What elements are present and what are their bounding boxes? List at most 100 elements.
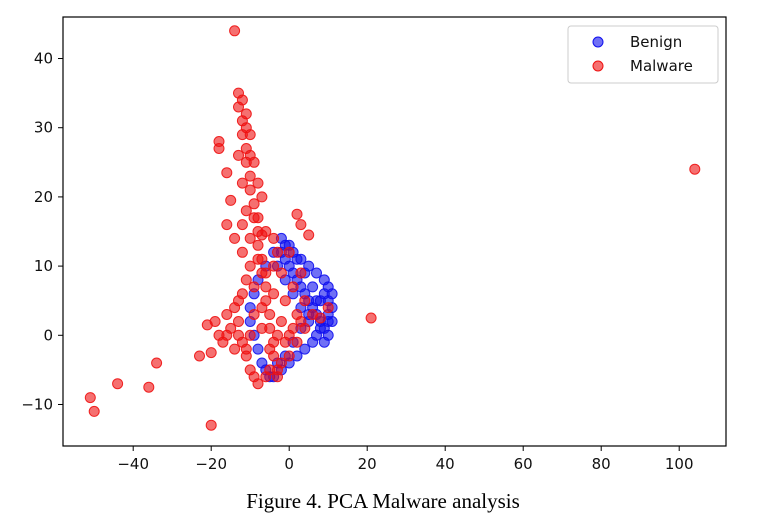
y-tick-label-3: 20 xyxy=(34,188,53,206)
point-malware-42 xyxy=(260,281,272,293)
point-malware-74 xyxy=(279,295,291,307)
y-tick-label-5: 40 xyxy=(34,50,53,68)
point-malware-55 xyxy=(221,309,233,320)
point-malware-94 xyxy=(244,329,256,341)
point-malware-109 xyxy=(240,205,252,217)
point-malware-19 xyxy=(221,219,233,231)
point-malware-7 xyxy=(151,357,163,369)
point-malware-34 xyxy=(244,170,256,182)
legend-label-benign: Benign xyxy=(630,33,682,51)
point-malware-27 xyxy=(283,246,295,258)
point-benign-44 xyxy=(299,343,311,355)
point-malware-92 xyxy=(299,295,311,307)
point-malware-66 xyxy=(264,364,276,376)
point-malware-9 xyxy=(194,350,205,362)
point-benign-54 xyxy=(311,295,322,307)
point-malware-5 xyxy=(112,378,124,390)
point-malware-0 xyxy=(229,25,241,37)
point-malware-54 xyxy=(229,302,241,314)
point-benign-37 xyxy=(252,343,264,355)
point-malware-99 xyxy=(279,336,291,348)
point-malware-15 xyxy=(225,194,237,206)
point-malware-112 xyxy=(240,122,252,134)
point-benign-60 xyxy=(303,260,315,272)
point-malware-8 xyxy=(205,419,217,431)
point-malware-104 xyxy=(217,336,229,348)
point-malware-16 xyxy=(236,219,248,231)
point-malware-3 xyxy=(84,392,96,404)
point-malware-96 xyxy=(256,322,268,334)
point-malware-24 xyxy=(291,208,303,220)
point-malware-37 xyxy=(248,212,260,224)
point-malware-68 xyxy=(283,350,295,362)
legend-marker-malware xyxy=(592,60,604,72)
point-malware-89 xyxy=(275,316,287,327)
point-malware-88 xyxy=(268,288,280,300)
legend-box xyxy=(567,25,719,84)
point-benign-25 xyxy=(307,281,319,293)
x-tick-label-3: 20 xyxy=(358,455,377,473)
point-benign-45 xyxy=(307,336,319,348)
point-malware-13 xyxy=(213,143,225,154)
y-tick-label-0: −10 xyxy=(21,395,53,413)
point-malware-36 xyxy=(248,198,260,210)
point-malware-73 xyxy=(322,302,334,314)
point-malware-87 xyxy=(260,267,272,279)
plot-area xyxy=(63,17,726,446)
point-malware-39 xyxy=(252,239,264,251)
point-malware-78 xyxy=(268,260,280,272)
point-malware-25 xyxy=(295,219,307,231)
point-malware-1 xyxy=(689,163,701,175)
legend-label-malware: Malware xyxy=(630,57,693,75)
point-malware-14 xyxy=(221,167,233,179)
point-benign-59 xyxy=(311,267,322,279)
point-malware-44 xyxy=(264,309,276,320)
y-tick-label-4: 30 xyxy=(34,119,53,137)
point-benign-61 xyxy=(295,253,307,265)
point-malware-51 xyxy=(240,274,252,286)
x-tick-label-6: 80 xyxy=(592,455,611,473)
point-malware-97 xyxy=(264,343,276,355)
point-malware-106 xyxy=(256,302,268,314)
plot-frame xyxy=(62,16,727,447)
point-malware-76 xyxy=(295,267,307,279)
y-tick-label-2: 10 xyxy=(34,257,53,275)
point-malware-75 xyxy=(287,281,299,293)
point-malware-64 xyxy=(252,378,264,390)
point-malware-102 xyxy=(233,316,244,327)
x-tick-label-5: 60 xyxy=(514,455,533,473)
point-malware-69 xyxy=(291,336,303,348)
point-malware-107 xyxy=(248,281,260,293)
point-malware-98 xyxy=(272,329,283,341)
point-malware-82 xyxy=(256,191,268,203)
point-malware-72 xyxy=(314,312,326,324)
point-malware-105 xyxy=(229,343,241,355)
point-malware-6 xyxy=(143,381,155,393)
point-malware-50 xyxy=(244,260,256,272)
point-malware-77 xyxy=(275,267,287,279)
point-malware-57 xyxy=(201,319,213,331)
point-malware-23 xyxy=(268,232,280,244)
point-malware-95 xyxy=(240,343,252,355)
point-benign-58 xyxy=(318,274,330,286)
point-malware-113 xyxy=(244,149,256,161)
x-axis: −40 −20 0 20 40 60 80 100 xyxy=(117,446,694,473)
x-tick-label-0: −40 xyxy=(117,455,149,473)
point-malware-49 xyxy=(272,371,283,383)
point-malware-86 xyxy=(252,253,264,265)
points-layer xyxy=(84,25,701,431)
point-malware-84 xyxy=(240,108,252,120)
legend: Benign Malware xyxy=(567,25,719,84)
y-tick-label-1: 0 xyxy=(43,326,53,344)
point-malware-108 xyxy=(244,232,256,244)
point-malware-110 xyxy=(236,177,248,189)
point-malware-79 xyxy=(272,246,283,258)
point-malware-26 xyxy=(303,229,315,241)
point-malware-81 xyxy=(252,177,264,189)
point-malware-4 xyxy=(88,405,100,417)
y-axis: −10 0 10 20 30 40 xyxy=(21,50,63,413)
x-tick-label-2: 0 xyxy=(284,455,294,473)
x-tick-label-7: 100 xyxy=(665,455,694,473)
point-benign-19 xyxy=(318,336,330,348)
